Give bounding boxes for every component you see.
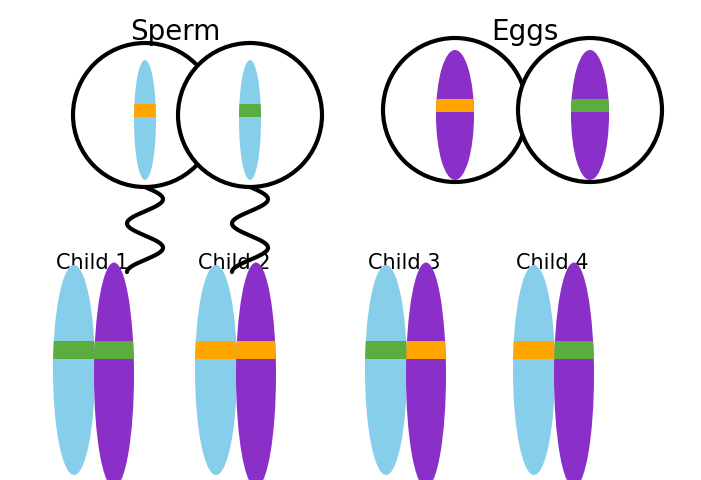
Bar [365, 341, 407, 359]
Bar [436, 98, 474, 111]
Ellipse shape [134, 60, 156, 180]
Text: Sperm: Sperm [130, 18, 220, 46]
Ellipse shape [554, 263, 594, 480]
Bar [571, 98, 609, 111]
Ellipse shape [571, 50, 609, 180]
Ellipse shape [94, 263, 134, 480]
Circle shape [178, 43, 322, 187]
Bar [513, 341, 555, 359]
Ellipse shape [239, 60, 261, 180]
Ellipse shape [436, 50, 474, 180]
Text: Child 4: Child 4 [516, 253, 588, 273]
Text: Child 3: Child 3 [368, 253, 440, 273]
Bar [53, 341, 95, 359]
Bar [134, 104, 156, 117]
Ellipse shape [53, 265, 95, 475]
Circle shape [518, 38, 662, 182]
Bar [406, 341, 446, 359]
Bar [239, 104, 261, 117]
Bar [554, 341, 594, 359]
Ellipse shape [365, 265, 407, 475]
Ellipse shape [513, 265, 555, 475]
Bar [195, 341, 237, 359]
Text: Child 1: Child 1 [56, 253, 128, 273]
Text: Eggs: Eggs [491, 18, 559, 46]
Bar [94, 341, 134, 359]
Ellipse shape [195, 265, 237, 475]
Circle shape [73, 43, 217, 187]
Ellipse shape [406, 263, 446, 480]
Ellipse shape [236, 263, 276, 480]
Circle shape [383, 38, 527, 182]
Text: Child 2: Child 2 [198, 253, 271, 273]
Bar [236, 341, 276, 359]
